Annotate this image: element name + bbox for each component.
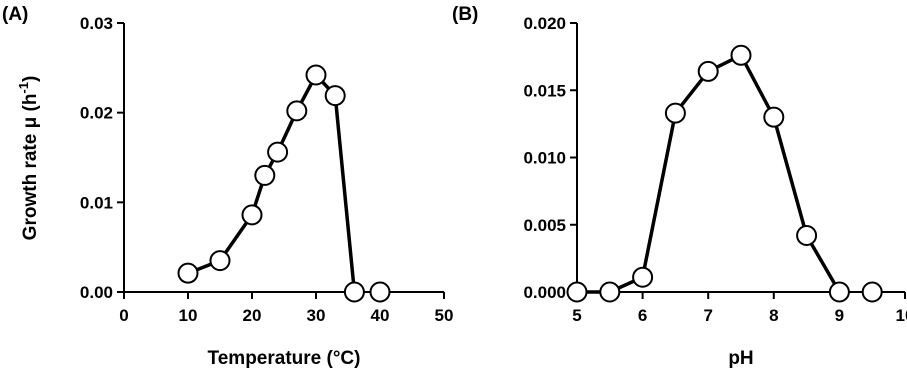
panel-a-y-axis-label-main: Growth rate μ (h [20,94,41,241]
panel-b-x-tick-label: 6 [638,306,647,325]
panel-b-y-tick-label: 0.015 [523,81,566,100]
panel-a-y-axis-label: Growth rate μ (h-1) [16,76,41,241]
panel-a-x-tick-label: 0 [119,306,128,325]
panel-b-data-point [599,281,621,303]
panel-b-x-tick-label: 10 [896,306,907,325]
panel-a-data-point [241,204,263,226]
panel-a-x-tick-label: 30 [307,306,326,325]
panel-a-data-point [369,281,391,303]
panel-b-data-point [828,281,850,303]
panel-b-y-tick-label: 0.000 [523,283,566,302]
panel-b-y-tick-label: 0.005 [523,216,566,235]
panel-a-x-tick-label: 40 [371,306,390,325]
panel-b-data-point [664,102,686,124]
panel-b-x-tick-label: 7 [703,306,712,325]
panel-b-x-tick-label: 5 [572,306,581,325]
panel-b-x-tick-label: 8 [769,306,778,325]
panel-a-data-point [324,85,346,107]
panel-a-x-tick-label: 20 [243,306,262,325]
panel-b-x-tick-label: 9 [835,306,844,325]
panel-b-label: (B) [452,4,478,25]
panel-b-y-tick-label: 0.020 [523,14,566,33]
panel-a-axes: 0 10 20 30 40 50 0.00 0.01 0.02 0.03 [80,14,454,325]
panel-b-data-point [763,106,785,128]
panel-a-x-tick-label: 50 [435,306,454,325]
panel-a-data-point [343,281,365,303]
panel-a-x-axis-label: Temperature (°C) [208,348,361,369]
panel-b-data-point [730,44,752,66]
panel-b-data-point [861,281,883,303]
panel-b-y-tick-label: 0.010 [523,149,566,168]
panel-a-y-tick-label: 0.01 [80,193,113,212]
panel-b-data-point [796,225,818,247]
panel-b-x-axis-label: pH [728,348,753,369]
panel-a-data-point [286,100,308,122]
panel-a-data-point [267,141,289,163]
panel-b-axes: 5 6 7 8 9 10 0.000 0.005 0.010 0.015 0.020 [523,14,907,325]
panel-a-data-point [305,64,327,86]
panel-a-y-tick-label: 0.00 [80,283,113,302]
panel-a-y-axis-label-sup: -1 [16,82,31,94]
panel-b-data-point [566,281,588,303]
panel-a-data-point [177,262,199,284]
panel-a-y-tick-label: 0.03 [80,14,113,33]
panel-b-series-line [577,53,841,294]
panel-a-y-axis-label-close: ) [20,76,41,82]
panel-b-marks [566,44,883,303]
panel-a: (A) 0 10 20 30 40 50 0.00 0.01 0.02 0.03 Temperat… [2,4,453,369]
panel-a-data-point [209,250,231,272]
panel-a-label: (A) [2,4,28,25]
panel-b-data-point [632,266,654,288]
panel-a-data-point [254,164,276,186]
panel-a-marks [177,64,391,303]
panel-b-data-point [697,60,719,82]
panel-a-y-tick-label: 0.02 [80,104,113,123]
panel-a-x-tick-label: 10 [179,306,198,325]
panel-b: (B) 5 6 7 8 9 10 0.000 0.005 0.010 0.015 0.020 pH [452,4,907,369]
